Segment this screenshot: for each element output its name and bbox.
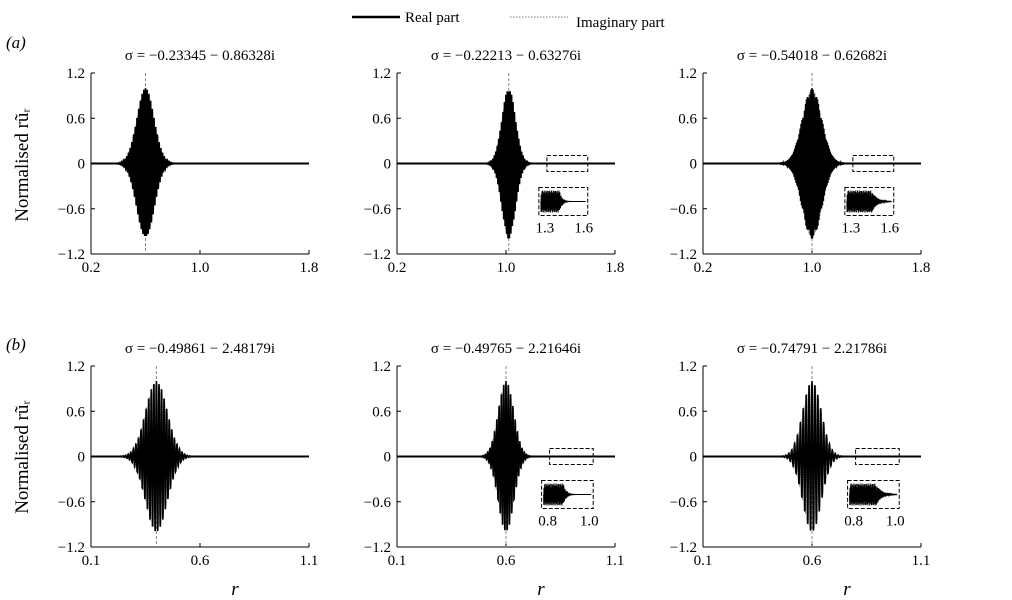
y-tick-label: −0.6	[58, 495, 86, 511]
inset-tick-label: 0.8	[844, 514, 863, 530]
chart-panel-6: σ = −0.74791 − 2.21786i1.20.60−0.6−1.20.…	[670, 341, 931, 569]
inset-signal	[846, 190, 892, 213]
y-tick-label: −0.6	[58, 202, 86, 218]
chart-title: σ = −0.22213 − 0.63276i	[431, 48, 581, 64]
legend: Real part Imaginary part	[352, 10, 666, 31]
y-tick-label: 1.2	[678, 359, 697, 375]
inset-tick-label: 0.8	[538, 514, 557, 530]
inset-tick-label: 1.3	[536, 221, 555, 237]
x-tick-label: 0.1	[82, 553, 101, 569]
x-tick-label: 0.2	[82, 260, 101, 276]
x-tick-label: 1.1	[912, 553, 931, 569]
chart-panel-4: σ = −0.49861 − 2.48179i1.20.60−0.6−1.20.…	[58, 341, 319, 569]
y-tick-label: 0.6	[372, 111, 391, 127]
x-tick-label: 0.2	[388, 260, 407, 276]
zoom-region-box	[855, 448, 900, 465]
chart-panel-3: σ = −0.54018 − 0.62682i 1.2 0.6 0 −0.6 −1.20.…	[670, 48, 931, 276]
y-tick-label: −1.2	[364, 247, 391, 263]
chart-title: σ = −0.54018 − 0.62682i	[737, 48, 887, 64]
y-tick-label: −0.6	[670, 202, 698, 218]
x-tick-label: 0.1	[694, 553, 713, 569]
chart-title: σ = −0.74791 − 2.21786i	[737, 341, 887, 357]
y-tick-label: 0	[384, 157, 392, 173]
x-tick-label: 0.2	[694, 260, 713, 276]
y-tick-label: 0	[78, 450, 86, 466]
panels: σ = −0.23345 − 0.86328i1.20.60−0.6−1.20.…	[58, 48, 931, 569]
y-axis-title-b: Normalised rũᵣ	[12, 400, 33, 514]
chart-title: σ = −0.49861 − 2.48179i	[125, 341, 275, 357]
inset-tick-label: 1.6	[574, 221, 593, 237]
inset-tick-label: 1.3	[842, 221, 861, 237]
inset-signal	[849, 483, 898, 506]
chart-panel-2: σ = −0.22213 − 0.63276i 1.2 0.6 0 −0.6 −1.20.…	[364, 48, 625, 276]
x-tick-label: 1.0	[803, 260, 822, 276]
inset-tick-label: 1.0	[580, 514, 599, 530]
inset-signal	[540, 190, 586, 213]
y-tick-label: −1.2	[670, 540, 697, 556]
y-tick-label: 1.2	[66, 359, 85, 375]
y-tick-label: 0	[78, 157, 86, 173]
x-axis-title-2: r	[537, 579, 545, 600]
chart-title: σ = −0.23345 − 0.86328i	[125, 48, 275, 64]
y-tick-label: 0.6	[66, 111, 85, 127]
chart-title: σ = −0.49765 − 2.21646i	[431, 341, 581, 357]
y-tick-label: −0.6	[364, 202, 392, 218]
real-part-series	[91, 88, 309, 237]
x-tick-label: 1.0	[191, 260, 210, 276]
y-tick-label: 0	[690, 157, 698, 173]
x-tick-label: 1.1	[606, 553, 625, 569]
zoom-inset: 0.8 1.0	[538, 480, 599, 530]
chart-panel-1: σ = −0.23345 − 0.86328i 1.2 0.6 0 −0.6 −1.20.…	[58, 48, 319, 276]
y-tick-label: −0.6	[364, 495, 392, 511]
zoom-region-box	[549, 448, 594, 465]
zoom-inset: 1.3 1.6	[536, 187, 594, 237]
y-tick-label: 1.2	[372, 66, 391, 82]
y-tick-label: −1.2	[670, 247, 697, 263]
y-tick-label: 0	[384, 450, 392, 466]
x-tick-label: 1.8	[912, 260, 931, 276]
y-tick-label: 1.2	[372, 359, 391, 375]
y-tick-label: −1.2	[58, 540, 85, 556]
y-tick-label: −1.2	[364, 540, 391, 556]
y-tick-label: 0	[690, 450, 698, 466]
x-tick-label: 0.6	[497, 553, 516, 569]
zoom-inset: 0.8 1.0	[844, 480, 905, 530]
x-tick-label: 1.0	[497, 260, 516, 276]
x-axis-title-3: r	[843, 579, 851, 600]
x-tick-label: 1.1	[300, 553, 319, 569]
x-tick-label: 0.6	[191, 553, 210, 569]
y-axis-title-a: Normalised rũᵣ	[12, 108, 33, 222]
x-tick-label: 0.6	[803, 553, 822, 569]
y-tick-label: −0.6	[670, 495, 698, 511]
inset-signal	[543, 483, 592, 506]
y-tick-label: 1.2	[66, 66, 85, 82]
row-label-b: (b)	[6, 335, 26, 354]
y-tick-label: 1.2	[678, 66, 697, 82]
inset-tick-label: 1.0	[886, 514, 905, 530]
chart-panel-5: σ = −0.49765 − 2.21646i1.20.60−0.6−1.20.…	[364, 341, 625, 569]
x-tick-label: 1.8	[606, 260, 625, 276]
legend-real-label: Real part	[405, 10, 460, 26]
x-tick-label: 0.1	[388, 553, 407, 569]
y-tick-label: 0.6	[678, 404, 697, 420]
zoom-region-box	[852, 155, 895, 172]
zoom-region-box	[546, 155, 589, 172]
zoom-inset: 1.3 1.6	[842, 187, 900, 237]
y-tick-label: 0.6	[372, 404, 391, 420]
x-axis-title-1: r	[231, 579, 239, 600]
x-tick-label: 1.8	[300, 260, 319, 276]
y-tick-label: −1.2	[58, 247, 85, 263]
row-label-a: (a)	[6, 33, 26, 52]
real-part-series	[397, 91, 615, 239]
legend-imag-label: Imaginary part	[576, 15, 666, 31]
y-tick-label: 0.6	[678, 111, 697, 127]
inset-tick-label: 1.6	[880, 221, 899, 237]
y-tick-label: 0.6	[66, 404, 85, 420]
